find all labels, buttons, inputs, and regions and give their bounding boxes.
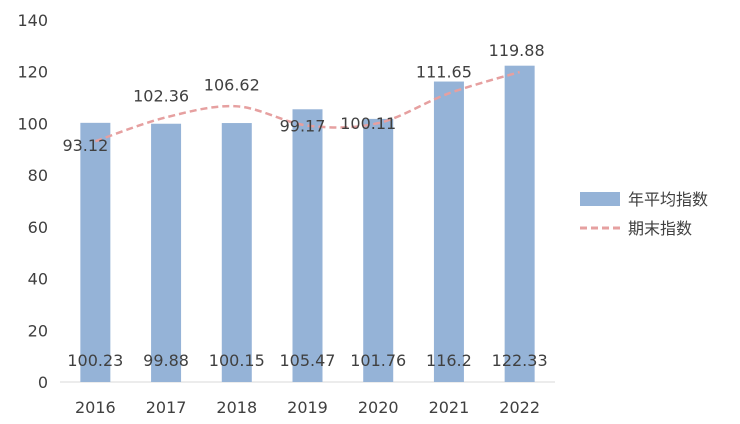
- bar-series: [80, 65, 535, 382]
- line-data-label: 106.62: [204, 75, 260, 94]
- bar-data-labels: 100.23 99.88 100.15 105.47 101.76 116.2 122.33: [67, 351, 547, 370]
- y-tick-label: 20: [28, 321, 48, 340]
- bar: [433, 81, 464, 382]
- legend-bar-swatch: [580, 192, 620, 206]
- bar-data-label: 122.33: [492, 351, 548, 370]
- y-tick-label: 140: [17, 11, 48, 30]
- line-data-label: 100.11: [340, 114, 396, 133]
- bar-data-label: 101.76: [350, 351, 406, 370]
- line-data-label: 119.88: [489, 41, 545, 60]
- bar: [363, 118, 394, 382]
- y-tick-label: 80: [28, 166, 48, 185]
- y-tick-label: 60: [28, 218, 48, 237]
- line-data-label: 111.65: [416, 62, 472, 81]
- line-series: [94, 70, 521, 143]
- x-axis: 2016 2017 2018 2019 2020 2021 2022: [75, 398, 540, 417]
- line-data-label: 99.17: [280, 117, 326, 136]
- bar-data-label: 100.23: [67, 351, 123, 370]
- x-tick-label: 2017: [146, 398, 187, 417]
- x-tick-label: 2022: [499, 398, 540, 417]
- x-tick-label: 2018: [216, 398, 257, 417]
- legend-line-label: 期末指数: [628, 219, 692, 238]
- bar-data-label: 100.15: [209, 351, 265, 370]
- y-tick-label: 120: [17, 63, 48, 82]
- line-data-label: 102.36: [133, 86, 189, 105]
- bar: [504, 65, 535, 382]
- bar-data-label: 116.2: [426, 351, 472, 370]
- x-tick-label: 2021: [429, 398, 470, 417]
- x-tick-label: 2016: [75, 398, 116, 417]
- bar-data-label: 99.88: [143, 351, 189, 370]
- bar-data-label: 105.47: [280, 351, 336, 370]
- x-tick-label: 2019: [287, 398, 328, 417]
- legend: 年平均指数 期末指数: [580, 190, 708, 238]
- bar: [221, 123, 252, 382]
- line-data-label: 93.12: [62, 136, 108, 155]
- y-axis: 0 20 40 60 80 100 120 140: [17, 11, 48, 392]
- bar: [292, 109, 323, 382]
- line-data-labels: 93.12 102.36 106.62 99.17 100.11 111.65 119.88: [62, 41, 544, 155]
- bar: [151, 123, 182, 382]
- y-tick-label: 100: [17, 114, 48, 133]
- y-tick-label: 40: [28, 270, 48, 289]
- legend-bar-label: 年平均指数: [628, 190, 708, 209]
- y-tick-label: 0: [38, 373, 48, 392]
- x-tick-label: 2020: [358, 398, 399, 417]
- bar: [80, 122, 111, 382]
